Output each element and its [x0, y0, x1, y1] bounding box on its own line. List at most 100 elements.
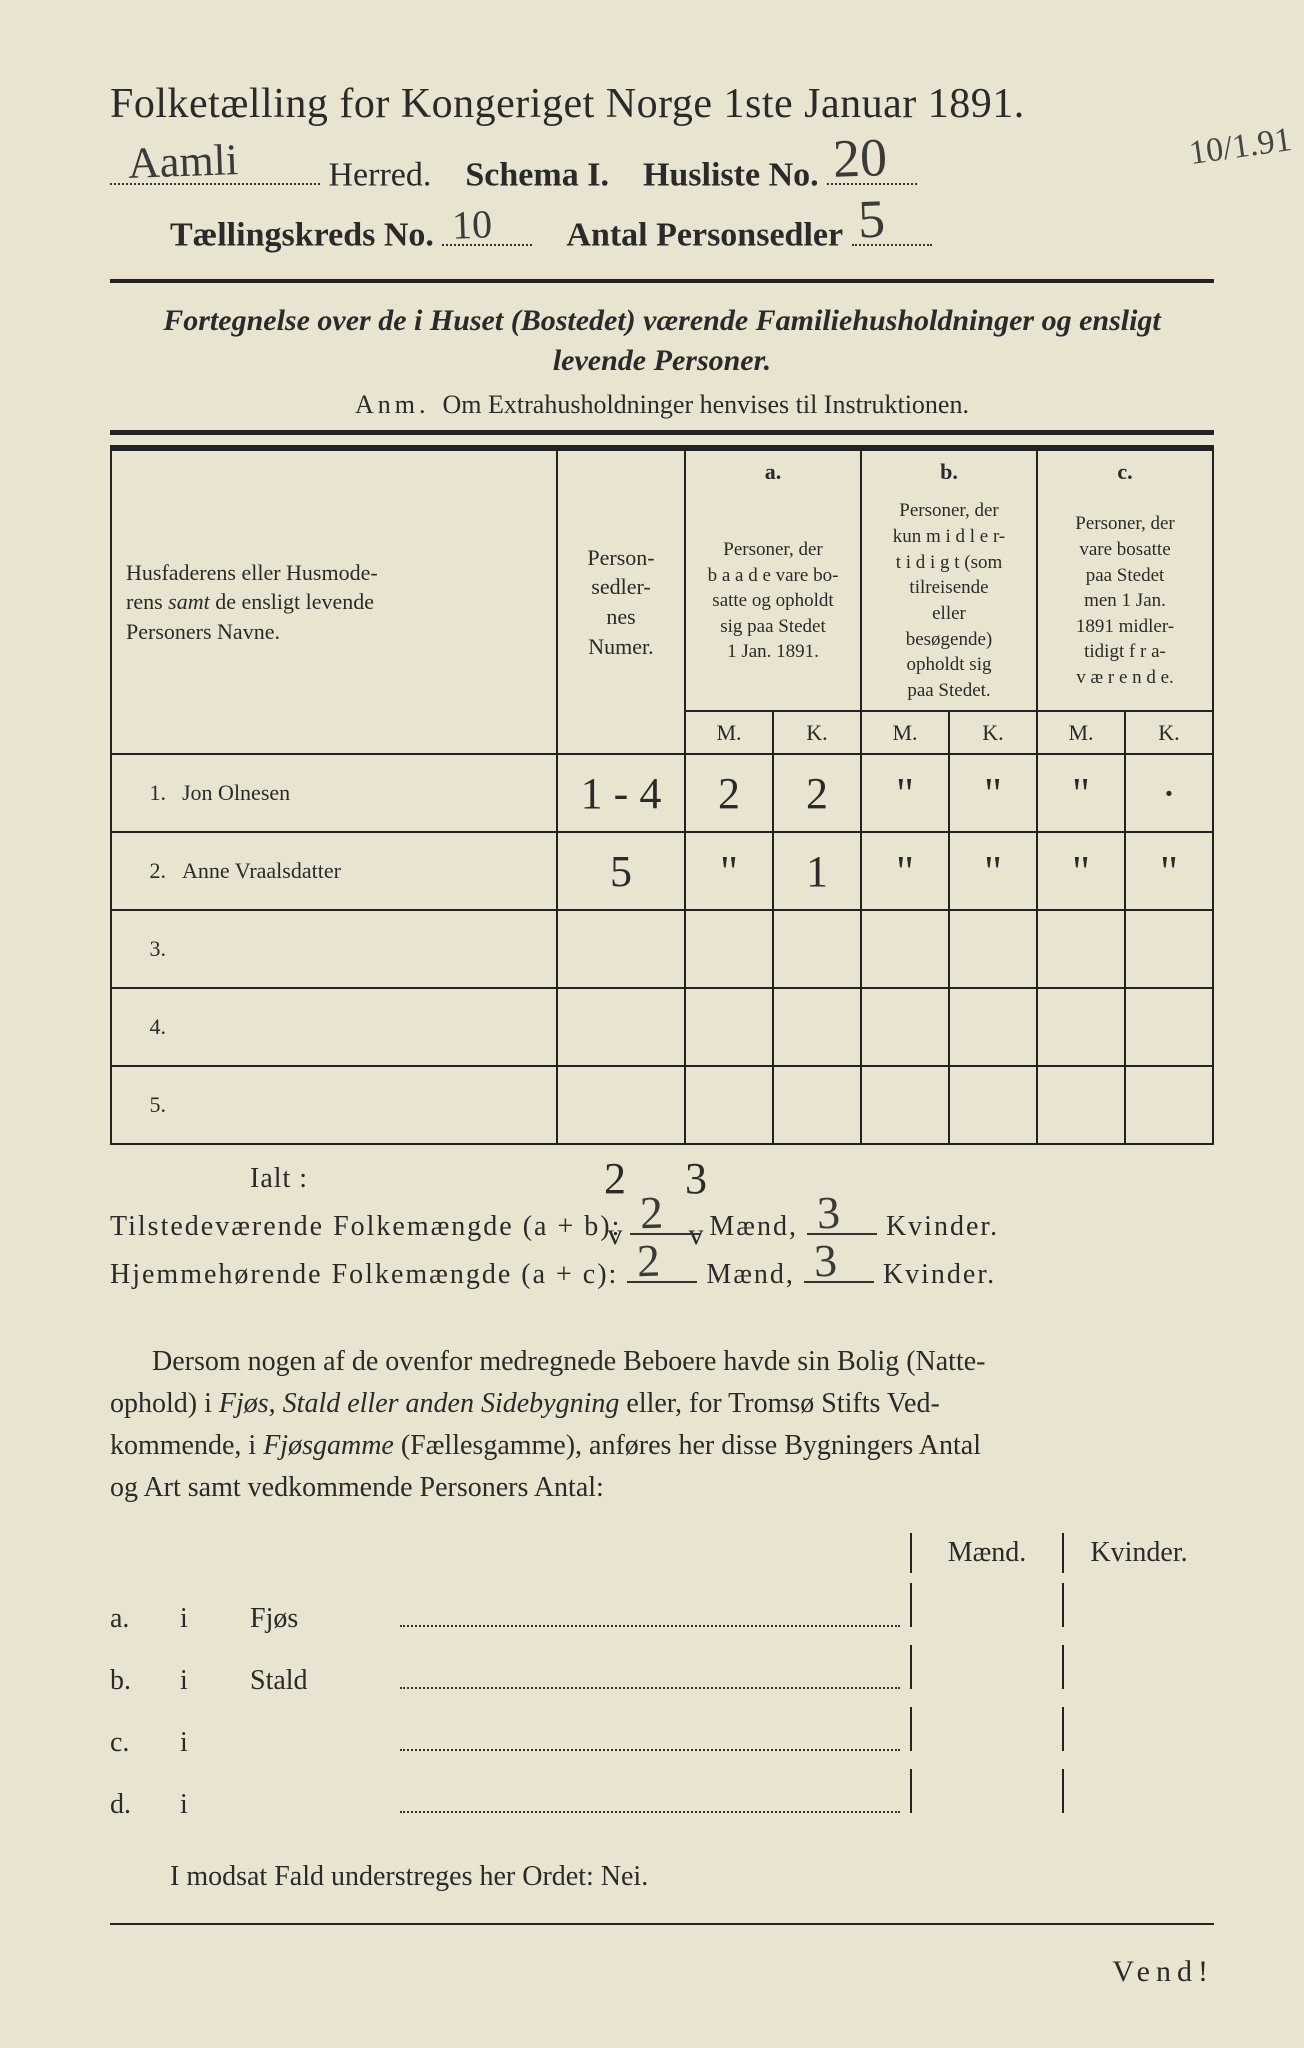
- table-row: 1.Jon Olnesen1 - 422"""·: [111, 754, 1213, 832]
- c-text: Personer, dervare bosattepaa Stedetmen 1…: [1037, 492, 1213, 710]
- bottom-a: d.: [110, 1789, 180, 1821]
- row-ak: [773, 910, 861, 988]
- c-label: c.: [1117, 459, 1132, 484]
- summary2-m: 2: [636, 1234, 663, 1288]
- row-name: Anne Vraalsdatter: [174, 832, 557, 910]
- final-line: I modsat Fald understreges her Ordet: Ne…: [170, 1861, 1214, 1893]
- row-bk: ": [949, 832, 1037, 910]
- mk-header: Mænd. Kvinder.: [110, 1533, 1214, 1573]
- row-am: 2: [685, 754, 773, 832]
- husliste-field: 20: [827, 146, 917, 185]
- row-ak: 2: [773, 754, 861, 832]
- row-name: [174, 988, 557, 1066]
- row-ck: [1125, 910, 1213, 988]
- antal-label: Antal Personsedler: [566, 217, 843, 254]
- instruction-paragraph: Dersom nogen af de ovenfor medregnede Be…: [110, 1341, 1214, 1509]
- bottom-dots: [400, 1721, 900, 1751]
- bottom-k: [1062, 1769, 1214, 1813]
- row-person: 1 - 4: [557, 754, 685, 832]
- row-num: 5.: [111, 1066, 174, 1144]
- c-k: K.: [1125, 711, 1213, 755]
- row-ck: ": [1125, 832, 1213, 910]
- bottom-m: [910, 1769, 1062, 1813]
- bottom-a: a.: [110, 1603, 180, 1635]
- anm-label: Anm.: [355, 390, 430, 419]
- herred-value: Aamli: [127, 134, 239, 189]
- row-cm: ": [1037, 832, 1125, 910]
- bottom-name: Stald: [250, 1665, 390, 1697]
- bottom-row: b.iStald: [110, 1645, 1214, 1697]
- antal-field: 5: [852, 206, 932, 245]
- table-row: 4.: [111, 988, 1213, 1066]
- a-k: K.: [773, 711, 861, 755]
- row-am: [685, 988, 773, 1066]
- row-person: [557, 910, 685, 988]
- bottom-k: [1062, 1645, 1214, 1689]
- row-person: 5: [557, 832, 685, 910]
- summary-1: Tilstedeværende Folkemængde (a + b): 2 M…: [110, 1211, 1214, 1243]
- table-row: 3.: [111, 910, 1213, 988]
- header-row-2: Tællingskreds No. 10 Antal Personsedler …: [170, 206, 1214, 254]
- bottom-row: a.iFjøs: [110, 1583, 1214, 1635]
- row-ck: [1125, 988, 1213, 1066]
- page-title: Folketælling for Kongeriget Norge 1ste J…: [110, 80, 1214, 128]
- b-text: Personer, derkun m i d l e r-t i d i g t…: [861, 492, 1037, 710]
- husliste-label: Husliste No.: [643, 156, 819, 193]
- bottom-i: i: [180, 1665, 250, 1697]
- summary1-label: Tilstedeværende Folkemængde (a + b):: [110, 1211, 621, 1242]
- bottom-a: b.: [110, 1665, 180, 1697]
- row-cm: [1037, 910, 1125, 988]
- summary1-k: 3: [816, 1186, 843, 1240]
- row-num: 2.: [111, 832, 174, 910]
- row-num: 1.: [111, 754, 174, 832]
- bottom-name: Fjøs: [250, 1603, 390, 1635]
- row-am: [685, 910, 773, 988]
- row-ak: 1: [773, 832, 861, 910]
- row-bm: ": [861, 832, 949, 910]
- summary2-label: Hjemmehørende Folkemængde (a + c):: [110, 1259, 618, 1290]
- row-ak: [773, 988, 861, 1066]
- kreds-value: 10: [452, 200, 494, 248]
- anm-line: Anm. Om Extrahusholdninger henvises til …: [110, 390, 1214, 420]
- kvinder-label: Kvinder.: [886, 1211, 999, 1242]
- antal-value: 5: [857, 187, 886, 250]
- herred-label: Herred.: [329, 156, 432, 193]
- summary2-k-field: 3: [804, 1281, 874, 1283]
- col-name-header: Husfaderens eller Husmode-rens samt de e…: [126, 560, 378, 644]
- row-num: 3.: [111, 910, 174, 988]
- kvinder-label: Kvinder.: [883, 1259, 996, 1290]
- divider: [110, 279, 1214, 283]
- summary-2: Hjemmehørende Folkemængde (a + c): 2 Mæn…: [110, 1259, 1214, 1291]
- row-num: 4.: [111, 988, 174, 1066]
- anm-text: Om Extrahusholdninger henvises til Instr…: [443, 390, 969, 419]
- table-row: 5.: [111, 1066, 1213, 1144]
- row-name: Jon Olnesen: [174, 754, 557, 832]
- bottom-k: [1062, 1707, 1214, 1751]
- col-person-header: Person-sedler-nesNumer.: [557, 448, 685, 755]
- a-text: Personer, derb a a d e vare bo-satte og …: [685, 492, 861, 710]
- main-table: Husfaderens eller Husmode-rens samt de e…: [110, 445, 1214, 1146]
- a-label: a.: [765, 459, 782, 484]
- margin-note: 10/1.91: [1187, 121, 1294, 173]
- maend-col: Mænd.: [910, 1533, 1062, 1573]
- a-m: M.: [685, 711, 773, 755]
- ialt-ak-check: v: [661, 1218, 731, 1252]
- herred-field: Aamli: [110, 146, 320, 185]
- row-person: [557, 1066, 685, 1144]
- summary2-k: 3: [813, 1234, 840, 1288]
- vend-label: Vend!: [110, 1955, 1214, 1989]
- b-k: K.: [949, 711, 1037, 755]
- row-ak: [773, 1066, 861, 1144]
- subtitle-l2: levende Personer.: [553, 344, 771, 377]
- row-bm: [861, 988, 949, 1066]
- bottom-k: [1062, 1583, 1214, 1627]
- bottom-i: i: [180, 1789, 250, 1821]
- row-bk: [949, 1066, 1037, 1144]
- bottom-i: i: [180, 1727, 250, 1759]
- header-row-1: Aamli Herred. Schema I. Husliste No. 20: [110, 146, 1214, 194]
- bottom-m: [910, 1645, 1062, 1689]
- row-ck: ·: [1125, 754, 1213, 832]
- summary2-m-field: 2: [627, 1281, 697, 1283]
- row-person: [557, 988, 685, 1066]
- row-cm: ": [1037, 754, 1125, 832]
